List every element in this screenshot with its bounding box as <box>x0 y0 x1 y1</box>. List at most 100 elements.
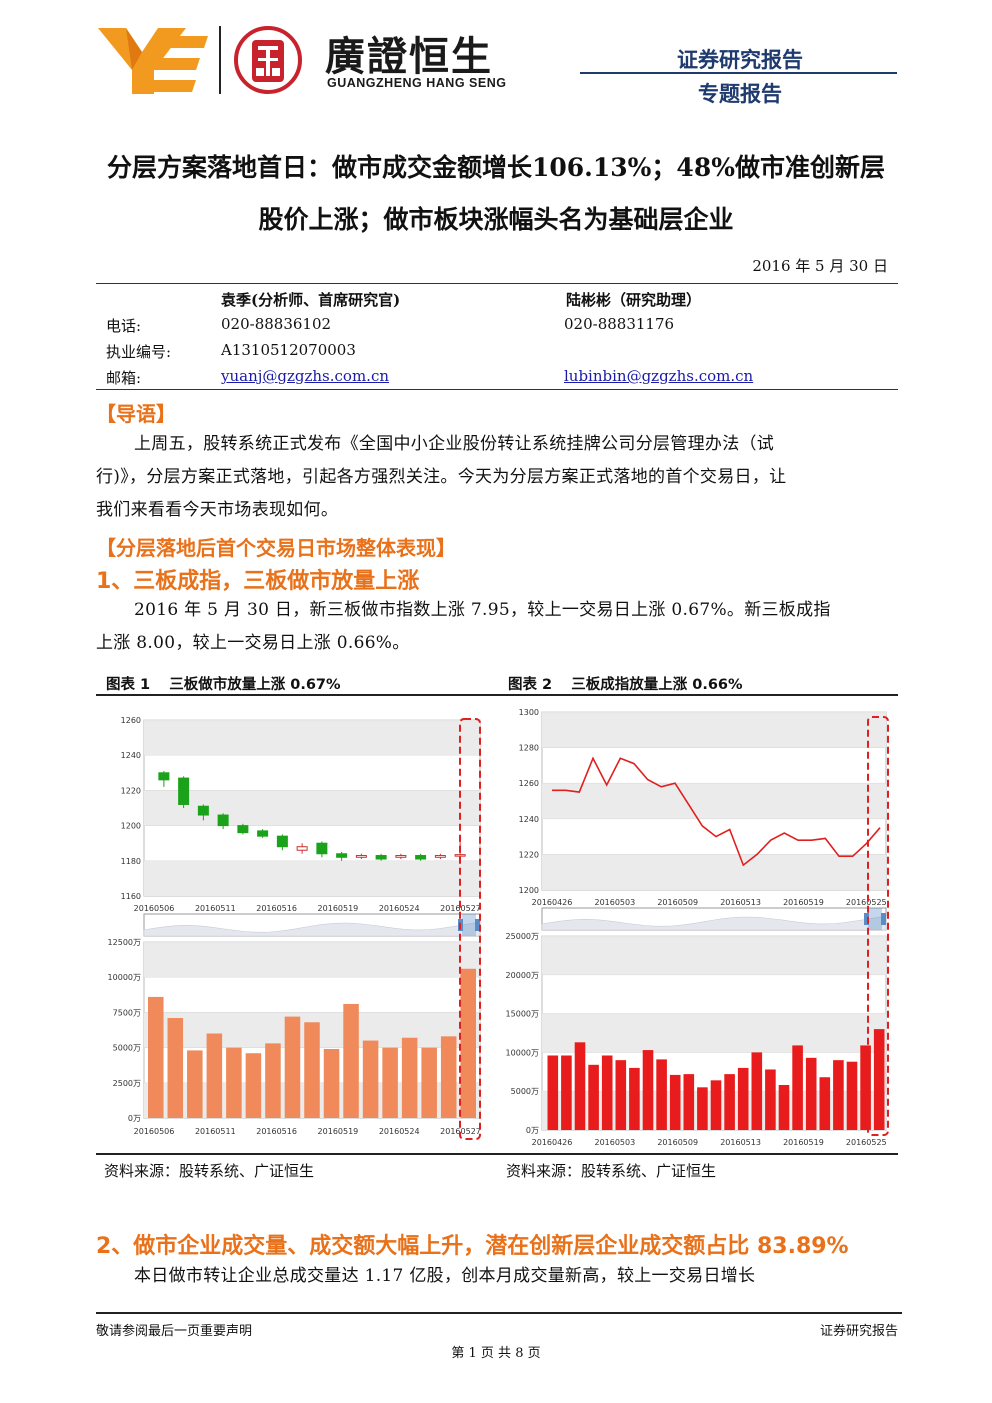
navigator-handle-right <box>881 913 886 925</box>
price-x-tick-label: 20160506 <box>134 904 175 913</box>
volume-bar <box>751 1052 763 1130</box>
figure1-caption: 图表 1 三板做市放量上涨 0.67% <box>106 673 341 694</box>
price-x-tick-label: 20160519 <box>783 898 824 907</box>
volume-bar <box>362 1040 379 1118</box>
divider <box>96 283 898 284</box>
header-rule <box>580 72 897 74</box>
footer-disclaimer: 敬请参阅最后一页重要声明 <box>96 1324 253 1339</box>
volume-bar <box>697 1087 708 1130</box>
navigator-area <box>541 915 887 931</box>
volume-bar <box>629 1067 640 1130</box>
footer-report-label: 证券研究报告 <box>819 1324 898 1339</box>
section2-heading: 2、做市企业成交量、成交额大幅上升，潜在创新层企业成交额占比 83.89% <box>96 1234 849 1259</box>
price-tick-label: 1260 <box>519 779 539 788</box>
price-x-tick-label: 20160519 <box>318 904 359 913</box>
brand-name-cn: 廣證恒生 <box>325 34 493 80</box>
volume-tick-label: 12500万 <box>108 938 141 947</box>
report-title-line2: 股价上涨；做市板块涨幅头名为基础层企业 <box>258 205 734 234</box>
volume-bar <box>805 1057 817 1130</box>
divider <box>96 389 898 390</box>
navigator-selection <box>462 914 476 936</box>
volume-bar <box>421 1047 437 1118</box>
volume-bar <box>765 1069 776 1130</box>
volume-bar <box>574 1042 586 1130</box>
volume-bar <box>819 1077 831 1130</box>
highlight-box <box>867 716 889 1136</box>
section-main-heading: 【分层落地后首个交易日市场整体表现】 <box>96 536 456 560</box>
section2-line1: 本日做市转让企业总成交量达 1.17 亿股，创本月成交量新高，较上一交易日增长 <box>134 1266 756 1286</box>
volume-bar <box>382 1047 398 1118</box>
price-x-tick-label: 20160509 <box>657 898 698 907</box>
volume-bar <box>561 1055 572 1130</box>
volume-bar <box>615 1060 627 1130</box>
navigator-handle-right <box>475 919 480 931</box>
volume-bar <box>737 1067 749 1130</box>
candle <box>237 825 249 834</box>
volume-bar <box>656 1059 667 1130</box>
author1-phone: 020-88836102 <box>221 315 332 333</box>
intro-line2: 行)》，分层方案正式落地，引起各方强烈关注。今天为分层方案正式落地的首个交易日，… <box>96 467 787 487</box>
report-type: 证券研究报告 <box>677 48 803 72</box>
license-label: 执业编号: <box>106 343 172 361</box>
volume-bar <box>245 1053 262 1118</box>
price-tick-label: 1220 <box>121 786 141 795</box>
volume-bar <box>792 1045 803 1130</box>
candle <box>197 805 209 816</box>
price-tick-label: 1200 <box>519 886 539 895</box>
volume-bar <box>846 1061 858 1130</box>
volume-tick-label: 10000万 <box>506 1048 539 1057</box>
author1-license: A1310512070003 <box>221 341 356 359</box>
candle <box>276 835 288 848</box>
volume-x-tick-label: 20160525 <box>846 1138 887 1147</box>
volume-bar <box>547 1055 559 1130</box>
candle <box>355 855 367 858</box>
author2-name: 陆彬彬（研究助理） <box>566 291 702 309</box>
author2-email-link[interactable]: lubinbin@gzgzhs.com.cn <box>564 367 754 385</box>
intro-line3: 我们来看看今天市场表现如何。 <box>96 500 339 520</box>
logo-mark-icon <box>98 26 302 94</box>
price-x-tick-label: 20160525 <box>846 898 887 907</box>
volume-bar <box>167 1018 184 1118</box>
volume-bar <box>343 1003 359 1118</box>
grid-band <box>144 720 480 756</box>
candle <box>375 855 387 860</box>
price-tick-label: 1240 <box>121 751 141 760</box>
volume-bar <box>601 1055 613 1130</box>
volume-tick-label: 0万 <box>526 1126 539 1135</box>
price-x-tick-label: 20160426 <box>532 898 573 907</box>
candle <box>316 842 328 855</box>
section1-line2: 上涨 8.00，较上一交易日上涨 0.66%。 <box>96 633 410 653</box>
figure-bottom-rule <box>96 1153 898 1155</box>
volume-bar <box>304 1022 320 1118</box>
price-x-tick-label: 20160524 <box>379 904 420 913</box>
price-x-tick-label: 20160513 <box>720 898 761 907</box>
figure-top-rule <box>96 694 898 696</box>
candle <box>454 854 466 857</box>
volume-tick-label: 2500万 <box>113 1079 141 1088</box>
grid-band <box>542 936 886 975</box>
candle <box>178 777 190 805</box>
figure2-caption: 图表 2 三板成指放量上涨 0.66% <box>508 673 743 694</box>
figure2-label: 图表 2 <box>508 677 553 693</box>
page-number: 第 1 页 共 8 页 <box>451 1346 541 1361</box>
price-x-tick-label: 20160516 <box>256 904 297 913</box>
price-x-tick-label: 20160527 <box>440 904 481 913</box>
volume-tick-label: 5000万 <box>511 1087 539 1096</box>
author1-email-link[interactable]: yuanj@gzgzhs.com.cn <box>221 367 390 385</box>
grid-band <box>144 860 480 896</box>
volume-x-tick-label: 20160506 <box>134 1127 175 1136</box>
section1-heading: 1、三板成指，三板做市放量上涨 <box>96 569 420 594</box>
grid-band <box>542 854 886 890</box>
volume-bar <box>833 1060 844 1130</box>
highlight-box <box>459 718 481 1140</box>
volume-bar <box>460 968 476 1118</box>
price-tick-label: 1220 <box>519 850 539 859</box>
report-subtype: 专题报告 <box>698 82 782 106</box>
candle <box>434 855 446 858</box>
volume-x-tick-label: 20160516 <box>256 1127 297 1136</box>
volume-tick-label: 25000万 <box>506 932 539 941</box>
volume-tick-label: 10000万 <box>108 973 141 982</box>
candle <box>257 830 269 837</box>
volume-bar <box>206 1033 223 1118</box>
email-label: 邮箱: <box>106 369 142 387</box>
